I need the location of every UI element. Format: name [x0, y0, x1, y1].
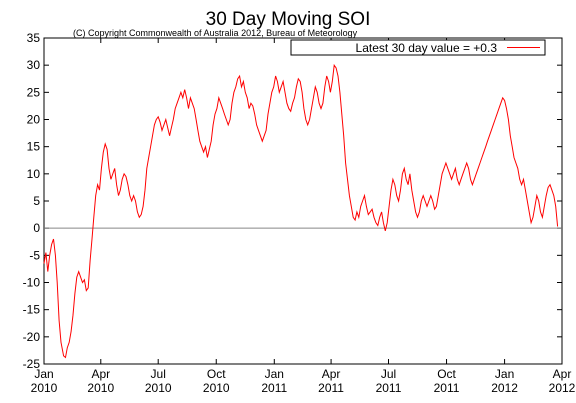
x-tick-month: Jul [381, 367, 396, 381]
legend-box [290, 39, 546, 56]
y-tick-label: 35 [27, 31, 41, 45]
x-tick-month: Oct [207, 367, 226, 381]
y-tick-label: 30 [27, 58, 41, 72]
x-tick-month: Jan [265, 367, 284, 381]
x-tick-month: Apr [322, 367, 341, 381]
y-axis: 35 30 25 20 15 10 5 0 -5 -10 -15 -20 -25 [23, 31, 562, 371]
x-tick-year: 2011 [434, 381, 460, 395]
y-tick-label: 15 [27, 140, 41, 154]
chart-title: 30 Day Moving SOI [206, 9, 371, 30]
x-tick-year: 2011 [376, 381, 402, 395]
x-tick-month: Apr [553, 367, 572, 381]
y-tick-label: -25 [23, 357, 41, 371]
y-tick-label: -5 [29, 248, 40, 262]
y-tick-label: -15 [23, 303, 41, 317]
x-tick-year: 2010 [203, 381, 230, 395]
y-tick-label: -20 [23, 330, 41, 344]
x-tick-year: 2010 [31, 381, 58, 395]
series-line-soi [43, 63, 559, 359]
x-tick-year: 2012 [491, 381, 518, 395]
legend: Latest 30 day value = +0.3 [290, 39, 546, 56]
x-tick-year: 2011 [318, 381, 344, 395]
x-tick-year: 2010 [87, 381, 114, 395]
y-tick-label: -10 [23, 276, 41, 290]
y-tick-label: 0 [33, 221, 40, 235]
x-tick-month: Jan [34, 367, 53, 381]
x-tick-year: 2011 [261, 381, 287, 395]
y-tick-label: 5 [33, 194, 40, 208]
chart-copyright: (C) Copyright Commonwealth of Australia … [73, 28, 358, 38]
legend-label: Latest 30 day value = +0.3 [356, 41, 498, 55]
plot-frame [43, 37, 563, 365]
x-tick-month: Jan [495, 367, 514, 381]
x-tick-year: 2012 [549, 381, 576, 395]
x-tick-month: Jul [151, 367, 166, 381]
x-tick-year: 2010 [145, 381, 172, 395]
x-axis: Jan2010Apr2010Jul2010Oct2010Jan2011Apr20… [31, 38, 576, 395]
y-tick-label: 20 [27, 113, 41, 127]
y-tick-label: 25 [27, 85, 41, 99]
x-tick-month: Oct [437, 367, 456, 381]
x-tick-month: Apr [91, 367, 110, 381]
y-tick-label: 10 [27, 167, 41, 181]
